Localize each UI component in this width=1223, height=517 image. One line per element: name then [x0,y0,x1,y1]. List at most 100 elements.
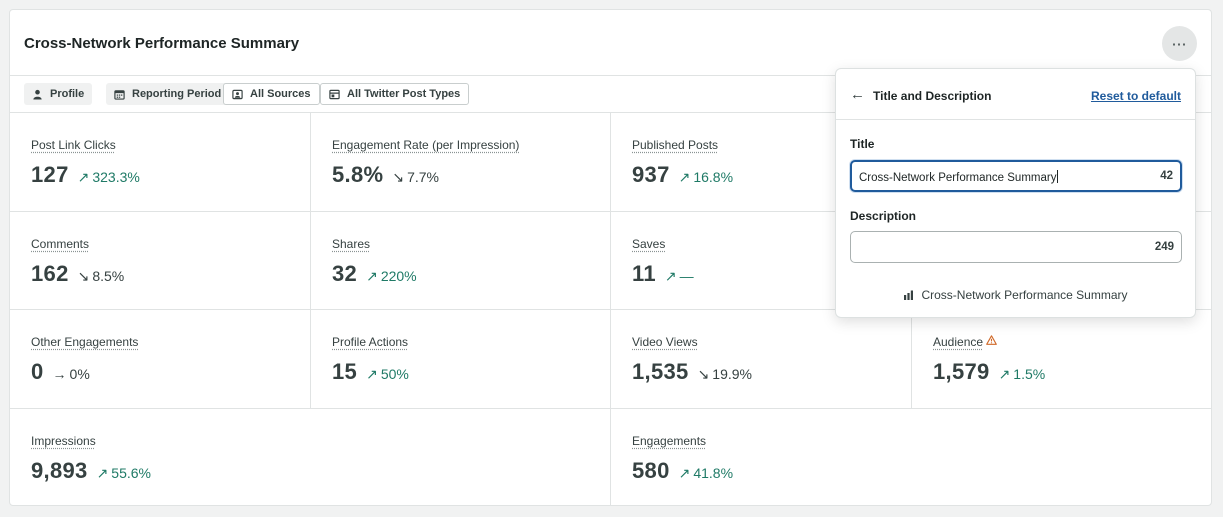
metric-value: 127 [31,162,69,187]
metric-tile[interactable]: Post Link Clicks 127 ↗ 323.3% [10,113,311,212]
metric-value: 5.8% [332,162,384,187]
trend-up-icon: ↗ [664,268,677,284]
metric-change-value: 41.8% [693,465,734,481]
metric-change: ↗ 41.8% [679,465,733,482]
metric-tile[interactable]: Comments 162 ↘ 8.5% [10,212,311,310]
metric-value: 580 [632,458,670,483]
card-header: Cross-Network Performance Summary ⋯ [10,10,1211,76]
metric-label-text: Audience [933,335,984,349]
description-field-label: Description [850,209,917,223]
metric-change-value: 16.8% [693,169,734,185]
metric-label: Video Views [632,335,698,349]
trend-flat-icon: → [52,366,67,382]
metric-tile[interactable]: Impressions 9,893 ↗ 55.6% [10,409,611,505]
metric-label: Engagements [632,434,707,448]
trend-up-icon: ↗ [678,169,691,185]
metric-change-value: 1.5% [1013,366,1046,382]
metric-change-value: 50% [380,366,409,382]
metric-label: Saves [632,237,666,251]
metric-tile[interactable]: Shares 32 ↗ 220% [311,212,611,310]
trend-up-icon: ↗ [366,268,378,284]
metric-change: ↗ 50% [366,366,409,383]
more-options-button[interactable]: ⋯ [1162,26,1197,61]
metrics-grid: Post Link Clicks 127 ↗ 323.3% Engagement … [10,113,1211,505]
metric-label: Comments [31,237,90,251]
metric-tile[interactable]: Engagements 580 ↗ 41.8% [611,409,1211,505]
metric-value: 32 [332,261,358,286]
title-char-counter: 42 [1160,170,1173,182]
filter-post-types[interactable]: All Twitter Post Types [320,83,470,105]
title-preview: Cross-Network Performance Summary [836,288,1195,302]
title-input-value: Cross-Network Performance Summary [859,172,1057,184]
description-input[interactable]: 249 [850,231,1182,263]
calendar-icon [114,89,125,100]
more-horizontal-icon: ⋯ [1171,35,1188,53]
metric-value: 937 [632,162,670,187]
description-char-counter: 249 [1154,241,1174,253]
metric-change-value: 55.6% [111,465,151,481]
trend-down-icon: ↘ [77,268,90,284]
trend-up-icon: ↗ [678,465,691,481]
filter-label: All Sources [250,88,311,100]
metric-change: ↗ 55.6% [97,465,151,482]
bar-chart-icon [904,290,914,300]
card-title: Cross-Network Performance Summary [24,35,300,52]
metric-value: 1,579 [933,359,990,384]
warning-triangle-icon [986,335,997,348]
trend-up-icon: ↗ [77,169,90,185]
metric-label: Post Link Clicks [31,138,116,152]
filter-label: Profile [50,88,85,100]
metric-value: 1,535 [632,359,689,384]
metric-tile[interactable]: Other Engagements 0 → 0% [10,310,311,409]
metric-change: ↗ — [665,268,694,285]
title-description-popover: ← Title and Description Reset to default… [835,68,1196,318]
metric-change: ↗ 16.8% [679,169,733,186]
metric-change: → 0% [53,366,90,382]
metric-value: 0 [31,359,44,384]
metric-label: Audience [933,335,997,349]
post-type-icon [329,89,340,99]
metric-change-value: 0% [69,366,90,382]
metric-label: Shares [332,237,371,251]
metric-change-value: 7.7% [407,169,440,185]
filter-all-sources[interactable]: All Sources [223,83,320,105]
popover-header: ← Title and Description Reset to default [836,69,1195,120]
source-icon [232,89,243,99]
metric-tile[interactable]: Video Views 1,535 ↘ 19.9% [611,310,912,409]
title-input[interactable]: Cross-Network Performance Summary 42 [850,160,1182,192]
metric-change: ↗ 1.5% [999,366,1046,383]
metric-change: ↗ 220% [366,268,417,285]
metric-label: Impressions [31,434,96,448]
metric-tile[interactable]: Audience 1,579 ↗ 1.5% [912,310,1211,409]
preview-text: Cross-Network Performance Summary [921,288,1128,302]
trend-up-icon: ↗ [366,366,378,382]
metric-label: Engagement Rate (per Impression) [332,138,520,152]
filter-label: Reporting Period [132,88,222,100]
metric-change-value: 323.3% [92,169,140,185]
metric-change-value: 8.5% [92,268,125,284]
metric-change-value: 19.9% [712,366,752,382]
person-icon [33,89,42,100]
metric-value: 9,893 [31,458,88,483]
metric-tile[interactable]: Profile Actions 15 ↗ 50% [311,310,611,409]
metric-value: 11 [632,261,656,286]
arrow-left-icon[interactable]: ← [850,86,865,103]
filter-reporting-period[interactable]: Reporting Period [106,83,230,105]
metric-change-value: 220% [380,268,417,284]
reset-to-default-link[interactable]: Reset to default [1090,89,1181,103]
metric-change: ↘ 19.9% [698,366,752,383]
trend-up-icon: ↗ [96,465,109,481]
trend-up-icon: ↗ [998,366,1011,382]
filter-bar: Profile Reporting Period All Sources All… [10,76,1211,113]
metric-tile[interactable]: Engagement Rate (per Impression) 5.8% ↘ 7… [311,113,611,212]
title-field-label: Title [850,137,875,151]
filter-profile[interactable]: Profile [24,83,93,105]
trend-down-icon: ↘ [392,169,405,185]
metric-change-value: — [679,268,694,284]
metric-value: 15 [332,359,358,384]
metric-change: ↗ 323.3% [78,169,140,186]
popover-title: Title and Description [873,89,992,103]
filter-label: All Twitter Post Types [347,88,461,100]
metric-change: ↘ 7.7% [392,169,439,186]
metric-tile[interactable]: Saves 11 ↗ — [611,212,912,310]
